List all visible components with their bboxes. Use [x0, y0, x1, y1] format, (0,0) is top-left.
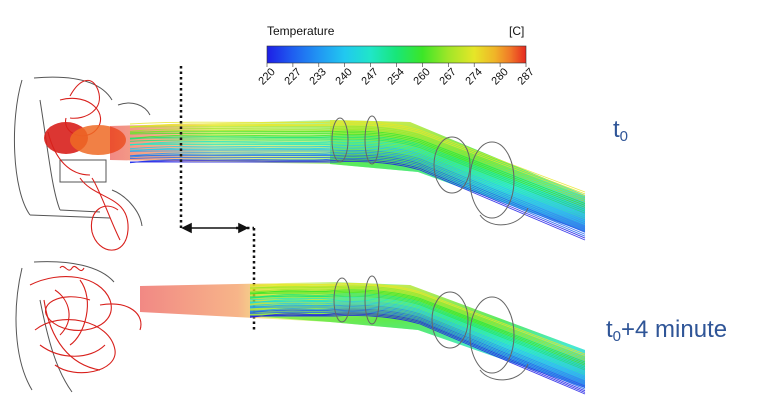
streamline [129, 124, 586, 197]
bottom-rings [333, 275, 529, 381]
streamline [129, 121, 586, 193]
streamline [249, 300, 586, 377]
streamline [249, 312, 586, 392]
streamline [249, 315, 586, 395]
streamline [129, 130, 586, 204]
streamline [249, 304, 586, 382]
streamline [249, 299, 586, 376]
colorbar [266, 45, 527, 64]
streamline [249, 285, 586, 358]
colorbar-ticks [266, 63, 527, 67]
streamline [129, 141, 586, 218]
bottom-scene [15, 261, 586, 395]
streamline [249, 283, 586, 355]
streamline [249, 297, 586, 373]
top-streamlines [129, 121, 586, 241]
colorbar-unit: [C] [509, 24, 525, 38]
top-scene [13, 76, 586, 251]
streamline [129, 159, 586, 239]
bottom-housing-outline [15, 261, 115, 393]
streamline [249, 306, 586, 384]
streamline [129, 154, 586, 233]
streamline [129, 137, 586, 212]
streamline [129, 151, 586, 229]
streamline [129, 132, 586, 206]
bottom-red-streamlines [29, 265, 142, 374]
streamline [249, 302, 586, 379]
streamline [129, 129, 586, 203]
streamline [129, 146, 586, 224]
streamline [129, 148, 586, 226]
displacement-arrow [181, 222, 249, 234]
streamline [249, 294, 586, 369]
streamline [129, 133, 586, 208]
streamline [249, 295, 586, 371]
top-rings [331, 115, 529, 226]
streamline [249, 284, 586, 357]
streamline [129, 127, 586, 201]
streamline [129, 122, 586, 195]
streamline [129, 138, 586, 214]
streamline [249, 293, 586, 368]
streamline [129, 145, 586, 222]
time-label-top: t0 [613, 116, 629, 145]
streamline [129, 156, 586, 235]
streamline [129, 135, 586, 210]
streamline [129, 153, 586, 231]
time-label-bottom: t0+4 minute [606, 316, 728, 345]
streamline [249, 298, 586, 374]
streamline [129, 161, 586, 241]
streamline [129, 149, 586, 227]
streamline [249, 303, 586, 381]
streamline [249, 291, 586, 366]
streamline [129, 157, 586, 237]
colorbar-title: Temperature [267, 24, 335, 38]
streamline [249, 313, 586, 393]
streamline [129, 143, 586, 220]
streamline [129, 140, 586, 216]
streamline [129, 125, 586, 199]
